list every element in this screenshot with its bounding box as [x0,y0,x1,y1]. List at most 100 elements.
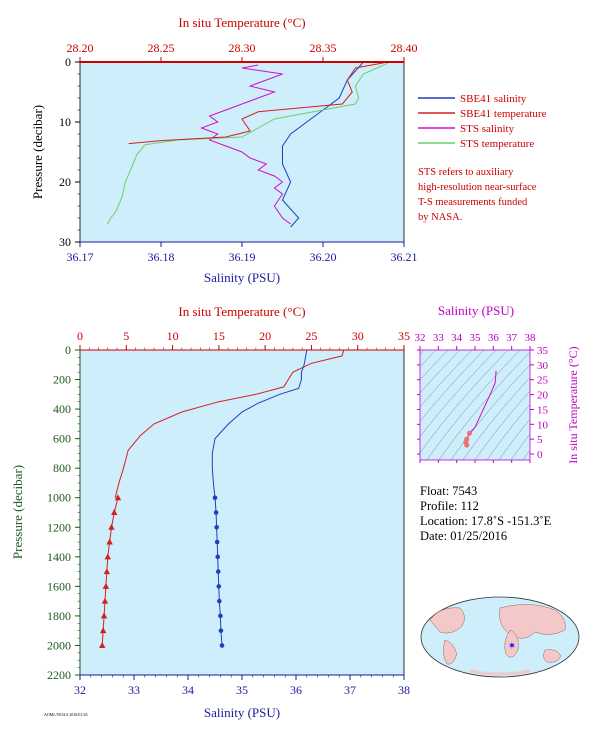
ts-temp-tick-label: 0 [537,449,543,461]
profile-pressure-tick-label: 200 [53,373,71,387]
temperature-sample-marker [102,582,110,589]
salinity-sample-marker [213,510,219,515]
ts-density-contour [438,351,530,460]
ts-salinity-tick-label: 33 [433,332,445,344]
top-salinity-tick-label: 36.21 [391,250,418,264]
salinity-sample-marker [219,643,225,648]
profile-pressure-tick-label: 1800 [47,609,71,623]
world-map: ✶ [420,596,580,678]
ts-temp-tick-label: 30 [537,360,549,372]
map-landmass-australia [543,649,562,663]
ts-deep-sample-marker [464,442,470,448]
top-line-sbe41-temperature [128,61,388,145]
profile-temp-tick-label: 35 [398,329,410,343]
salinity-sample-marker [217,598,222,604]
ts-density-contour [420,350,449,381]
profile-chart: 0 5 10 15 20 25 30 35 32 33 34 35 36 37 38 0 200 400 600 80… [10,304,410,720]
ts-density-contour [486,404,530,460]
top-pressure-tick-label: 0 [65,55,71,69]
ts-temp-tick-label: 5 [537,434,543,446]
profile-temperature-line [114,349,345,498]
profile-date: Date: 01/25/2016 [420,529,507,543]
float-info: Float: 7543 Profile: 112 Location: 17.8˚… [420,484,552,543]
note-line-3: T-S measurements funded [418,197,528,208]
profile-salinity-tick-label: 35 [236,683,248,697]
salinity-sample-marker [214,524,219,530]
legend-label-sbe41-salinity: SBE41 salinity [460,93,527,105]
float-location-marker: ✶ [508,641,516,652]
ts-density-contour [420,350,485,422]
profile-temp-tick-label: 25 [305,329,317,343]
ts-density-contour [450,364,530,460]
temperature-sample-marker [114,494,122,501]
top-salinity-tick-label: 36.17 [67,250,94,264]
ts-plot-area [419,349,531,461]
profile-pressure-tick-label: 1000 [47,491,71,505]
ts-density-contour [420,350,497,438]
salinity-sample-marker [214,539,220,545]
ts-density-contour [420,350,509,454]
profile-pressure-tick-label: 0 [65,343,71,357]
map-landmass-africa [504,629,519,658]
ts-axes-group: 32 33 34 35 36 37 38 0 5 10 15 20 25 30 35 [415,332,549,463]
ts-density-contour [462,377,530,460]
ts-density-contour [522,449,530,460]
salinity-sample-marker [215,554,220,560]
legend-label-sbe41-temperature: SBE41 temperature [460,108,547,120]
salinity-sample-marker [212,495,218,501]
profile-pressure-tick-label: 1600 [47,579,71,593]
ts-density-contour [474,390,530,460]
temperature-sample-marker [99,627,107,634]
map-landmass-americas [429,607,465,634]
ts-temp-tick-label: 15 [537,404,549,416]
top-line-sbe41-salinity [281,61,364,228]
top-legend: SBE41 salinity SBE41 temperature STS sal… [418,93,547,223]
top-temp-tick-label: 28.35 [310,41,337,55]
ts-salinity-axis-label: Salinity (PSU) [438,303,514,318]
profile-salinity-tick-label: 36 [290,683,302,697]
ts-density-contour [426,350,521,460]
top-series-group [107,61,389,228]
float-location: Location: 17.8˚S -151.3˚E [420,514,552,528]
top-chart: 28.20 28.25 28.30 28.35 28.40 36.17 36.18 36.19… [30,15,418,285]
map-landmass-antarctica [469,669,531,676]
legend-label-sts-salinity: STS salinity [460,123,515,135]
top-line-sts-salinity [200,64,291,225]
ts-temp-tick-label: 20 [537,390,549,402]
top-salinity-tick-label: 36.19 [229,250,256,264]
ts-density-contour [420,350,437,368]
salinity-sample-marker [216,584,222,589]
profile-salinity-tick-label: 33 [128,683,140,697]
top-line-sts-temperature [107,62,389,225]
profile-temp-tick-label: 0 [77,329,83,343]
ts-deep-sample-marker [467,430,472,436]
top-axes-group: 28.20 28.25 28.30 28.35 28.40 36.17 36.18 36.19… [59,41,418,264]
profile-temp-tick-label: 15 [213,329,225,343]
profile-salinity-tick-label: 32 [74,683,86,697]
ts-diagram: 32 33 34 35 36 37 38 0 5 10 15 20 25 30 35 Salinity (P… [415,303,581,464]
top-temp-axis-label: In situ Temperature (°C) [178,15,305,30]
float-id: Float: 7543 [420,484,477,498]
profile-temp-axis-label: In situ Temperature (°C) [178,304,305,319]
profile-pressure-axis-label: Pressure (decibar) [10,465,25,559]
top-salinity-tick-label: 36.18 [148,250,175,264]
profile-pressure-tick-label: 400 [53,402,71,416]
ts-salinity-tick-label: 36 [488,332,500,344]
salinity-sample-marker [215,569,221,574]
profile-axes-group: 0 5 10 15 20 25 30 35 32 33 34 35 36 37 38 0 200 400 600 80… [47,329,410,697]
temperature-sample-marker [108,523,115,530]
top-temp-tick-label: 28.30 [229,41,256,55]
temperature-sample-marker [111,509,118,515]
temperature-sample-marker [106,538,113,545]
temperature-sample-marker [101,597,109,604]
profile-series-group [99,349,345,648]
top-pressure-tick-label: 10 [59,115,71,129]
profile-temp-tick-label: 30 [352,329,364,343]
profile-salinity-line [211,349,308,498]
ts-salinity-tick-label: 35 [470,332,482,344]
temperature-sample-marker [100,612,108,619]
top-pressure-tick-label: 30 [59,235,71,249]
profile-temp-tick-label: 5 [123,329,129,343]
map-landmass-south-america [443,639,458,665]
temperature-sample-marker [103,568,111,575]
